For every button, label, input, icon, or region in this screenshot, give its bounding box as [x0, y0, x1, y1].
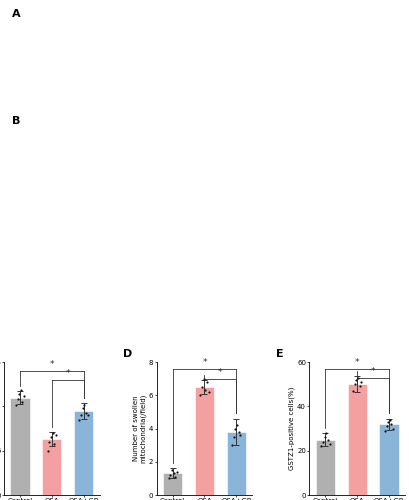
Point [170, 470, 177, 478]
Point [355, 374, 361, 382]
Point [323, 429, 330, 437]
Point [326, 440, 333, 448]
Point [318, 442, 324, 450]
Point [319, 438, 326, 446]
Point [199, 383, 205, 391]
Y-axis label: Number of swollen
mitochondria(/field): Number of swollen mitochondria(/field) [133, 394, 147, 463]
Point [14, 396, 21, 404]
Text: *: * [65, 369, 70, 378]
Point [232, 424, 239, 432]
Text: E: E [276, 349, 284, 359]
Text: D: D [124, 349, 133, 359]
Bar [163, 474, 182, 495]
Point [49, 429, 56, 437]
Bar [11, 398, 29, 495]
Point [325, 436, 331, 444]
Text: *: * [202, 358, 207, 366]
Point [197, 392, 204, 400]
Point [200, 374, 207, 382]
Point [76, 416, 83, 424]
Point [351, 380, 358, 388]
Point [356, 382, 363, 390]
Point [205, 388, 212, 396]
Point [79, 404, 86, 412]
Point [85, 412, 91, 420]
Y-axis label: GSTZ1-positive cells(%): GSTZ1-positive cells(%) [288, 387, 295, 470]
Bar [348, 384, 367, 495]
Point [358, 378, 364, 386]
Bar [380, 424, 398, 495]
Text: OSA: OSA [197, 92, 212, 98]
Point [202, 386, 209, 394]
Point [81, 400, 88, 408]
Bar [316, 440, 335, 495]
Point [390, 424, 396, 432]
Point [51, 440, 58, 448]
Point [382, 427, 388, 435]
Point [173, 468, 180, 475]
Text: A: A [12, 9, 21, 19]
Point [18, 386, 24, 394]
Point [172, 472, 178, 480]
Bar [227, 432, 246, 495]
Point [383, 422, 390, 430]
Point [353, 376, 360, 384]
Point [387, 416, 393, 424]
Point [48, 434, 54, 442]
Point [236, 428, 242, 436]
Point [229, 441, 236, 449]
Point [78, 412, 84, 420]
Text: B: B [12, 116, 20, 126]
Point [321, 434, 328, 442]
Text: *: * [371, 366, 375, 376]
Bar [74, 411, 93, 495]
Point [16, 390, 22, 398]
Point [237, 431, 244, 439]
Point [46, 438, 53, 446]
Point [388, 420, 395, 428]
Text: *: * [218, 368, 222, 376]
Point [169, 466, 175, 474]
Point [204, 378, 210, 386]
Bar [42, 439, 61, 495]
Point [231, 433, 237, 441]
Point [45, 446, 51, 454]
Point [234, 421, 240, 429]
Point [53, 430, 59, 438]
Point [19, 398, 26, 406]
Point [21, 392, 27, 400]
Point [165, 474, 172, 482]
Point [385, 418, 391, 426]
Text: *: * [355, 358, 360, 366]
Text: OSA+GP: OSA+GP [322, 92, 352, 98]
Bar [195, 387, 214, 495]
Point [167, 471, 173, 479]
Text: Control: Control [60, 92, 85, 98]
Point [13, 400, 19, 408]
Point [83, 408, 90, 416]
Text: *: * [49, 360, 54, 369]
Point [350, 387, 356, 395]
